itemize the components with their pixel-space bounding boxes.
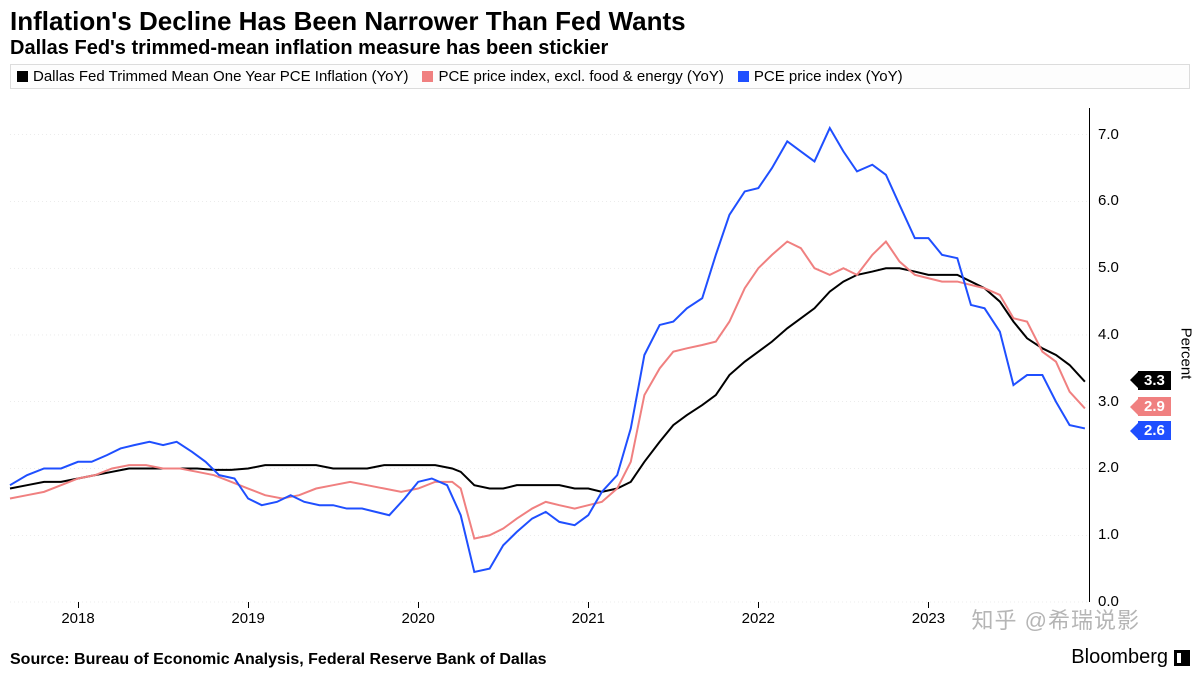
x-tick-label: 2022 [742, 610, 775, 627]
end-value-badge: 2.6 [1138, 421, 1171, 440]
y-tick-label: 4.0 [1098, 326, 1119, 343]
source-attribution: Source: Bureau of Economic Analysis, Fed… [10, 651, 546, 669]
legend-item: PCE price index (YoY) [738, 68, 903, 85]
legend-label: Dallas Fed Trimmed Mean One Year PCE Inf… [33, 68, 408, 85]
brand-text: Bloomberg [1071, 646, 1168, 669]
end-value-badge: 2.9 [1138, 397, 1171, 416]
legend-label: PCE price index, excl. food & energy (Yo… [438, 68, 723, 85]
y-tick-label: 5.0 [1098, 259, 1119, 276]
legend-swatch [17, 71, 28, 82]
legend: Dallas Fed Trimmed Mean One Year PCE Inf… [10, 64, 1190, 89]
y-tick-label: 2.0 [1098, 459, 1119, 476]
line-chart [10, 108, 1090, 602]
series-line [10, 268, 1085, 492]
series-line [10, 128, 1085, 572]
x-tick-mark [418, 602, 419, 608]
x-tick-label: 2018 [61, 610, 94, 627]
end-value-badge: 3.3 [1138, 371, 1171, 390]
y-tick-label: 1.0 [1098, 526, 1119, 543]
series-line [10, 242, 1085, 539]
chart-title: Inflation's Decline Has Been Narrower Th… [0, 0, 1200, 37]
x-tick-label: 2023 [912, 610, 945, 627]
x-tick-mark [758, 602, 759, 608]
legend-item: PCE price index, excl. food & energy (Yo… [422, 68, 723, 85]
y-tick-label: 3.0 [1098, 393, 1119, 410]
chart-subtitle: Dallas Fed's trimmed-mean inflation meas… [0, 37, 1200, 64]
brand-label: Bloomberg [1071, 646, 1190, 669]
x-tick-mark [588, 602, 589, 608]
legend-label: PCE price index (YoY) [754, 68, 903, 85]
x-tick-label: 2019 [231, 610, 264, 627]
x-tick-label: 2020 [402, 610, 435, 627]
legend-swatch [422, 71, 433, 82]
legend-swatch [738, 71, 749, 82]
y-tick-label: 0.0 [1098, 593, 1119, 610]
legend-item: Dallas Fed Trimmed Mean One Year PCE Inf… [17, 68, 408, 85]
x-tick-mark [928, 602, 929, 608]
chart-container: Inflation's Decline Has Been Narrower Th… [0, 0, 1200, 675]
y-tick-label: 6.0 [1098, 192, 1119, 209]
x-tick-mark [78, 602, 79, 608]
y-axis-title: Percent [1177, 328, 1194, 380]
brand-mark-icon [1174, 650, 1190, 666]
x-tick-label: 2021 [572, 610, 605, 627]
y-tick-label: 7.0 [1098, 126, 1119, 143]
x-tick-mark [248, 602, 249, 608]
